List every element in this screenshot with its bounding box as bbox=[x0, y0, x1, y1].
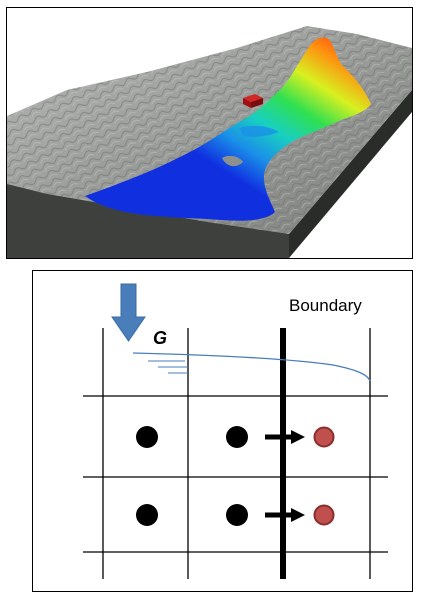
boundary-label: Boundary bbox=[289, 296, 362, 315]
transfer-arrow-r2 bbox=[265, 508, 305, 522]
ghost-dot-r2 bbox=[313, 504, 335, 526]
red-marker bbox=[243, 94, 263, 108]
flood-inner-terrain bbox=[222, 155, 243, 167]
terrain-flood-render bbox=[7, 26, 412, 258]
terrain-block-side-face bbox=[289, 90, 412, 258]
gravity-label: G bbox=[153, 328, 167, 348]
boundary-grid-svg: Boundary G bbox=[83, 283, 388, 579]
terrain-block-front-face bbox=[7, 184, 289, 258]
water-surface-line bbox=[132, 352, 371, 382]
cell-dot-r1c2 bbox=[226, 426, 248, 448]
transfer-arrow-r1 bbox=[265, 430, 305, 444]
flood-extent bbox=[85, 37, 371, 221]
boundary-grid-diagram: Boundary G bbox=[32, 270, 413, 592]
flood-shallow-detail bbox=[239, 125, 279, 137]
gravity-arrow bbox=[111, 283, 146, 342]
cell-dot-r2c1 bbox=[136, 504, 158, 526]
terrain-flood-figure bbox=[6, 7, 413, 259]
cell-dot-r1c1 bbox=[136, 426, 158, 448]
ghost-dot-r1 bbox=[313, 426, 335, 448]
cell-dot-r2c2 bbox=[226, 504, 248, 526]
